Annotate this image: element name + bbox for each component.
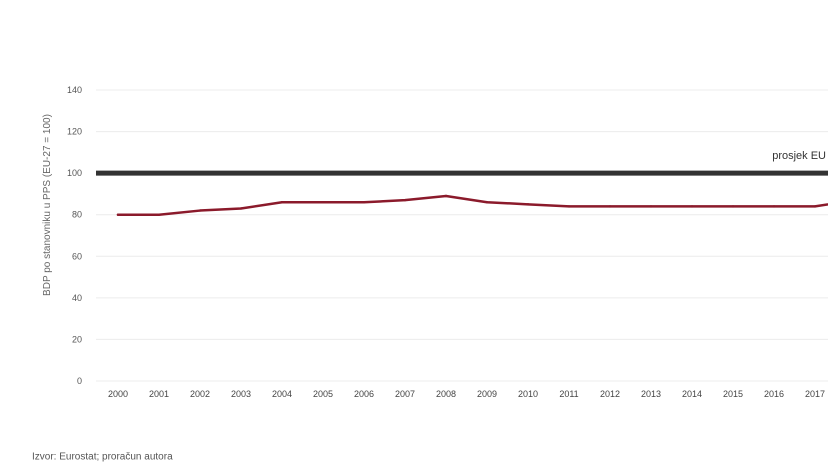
series-point [321,201,325,204]
x-tick-label: 2016 [764,389,784,399]
reference-group: prosjek EU [96,150,828,176]
y-tick-label: 140 [67,85,82,95]
x-tick-label: 2010 [518,389,538,399]
x-tick-label: 2014 [682,389,702,399]
x-tick-label: 2001 [149,389,169,399]
reference-line-label: prosjek EU [772,150,826,162]
series-point [362,201,366,204]
x-tick-label: 2002 [190,389,210,399]
y-axis-title: BDP po stanovniku u PPS (EU-27 = 100) [42,114,53,296]
series-point [731,205,735,208]
y-tick-label: 120 [67,127,82,137]
series-point [608,205,612,208]
series-point [157,213,161,216]
y-tick-group: 0 20 40 60 80 100 120 140 [67,85,828,386]
x-tick-label: 2003 [231,389,251,399]
x-tick-label: 2017 [805,389,825,399]
series-group [116,194,828,216]
series-point [813,205,817,208]
x-tick-label: 2013 [641,389,661,399]
series-line [116,194,828,216]
series-point [239,207,243,210]
x-tick-label: 2004 [272,389,292,399]
series-point [198,209,202,212]
series-point [526,203,530,206]
source-note: Izvor: Eurostat; proračun autora [32,451,173,463]
y-tick-label: 0 [77,376,82,386]
series-point [649,205,653,208]
series-point [772,205,776,208]
series-point [403,198,407,202]
series-point [485,201,489,204]
x-tick-label: 2009 [477,389,497,399]
x-tick-label: 2015 [723,389,743,399]
x-tick-label: 2011 [559,389,578,399]
x-tick-label: 2000 [108,389,128,399]
series-point [444,194,448,198]
x-tick-label: 2008 [436,389,456,399]
series-point [280,201,284,204]
series-point [567,205,571,208]
y-tick-label: 60 [72,251,82,261]
x-tick-label: 2006 [354,389,374,399]
x-tick-label: 2005 [313,389,333,399]
x-tick-label: 2007 [395,389,415,399]
y-tick-label: 40 [72,293,82,303]
series-point [116,213,120,216]
y-tick-label: 20 [72,334,82,344]
x-tick-label: 2012 [600,389,620,399]
series-point [690,205,694,208]
y-tick-label: 80 [72,210,82,220]
y-tick-label: 100 [67,168,82,178]
x-tick-group: 2000 2001 2002 2003 2004 2005 2006 2007 2008 2009… [108,389,825,399]
